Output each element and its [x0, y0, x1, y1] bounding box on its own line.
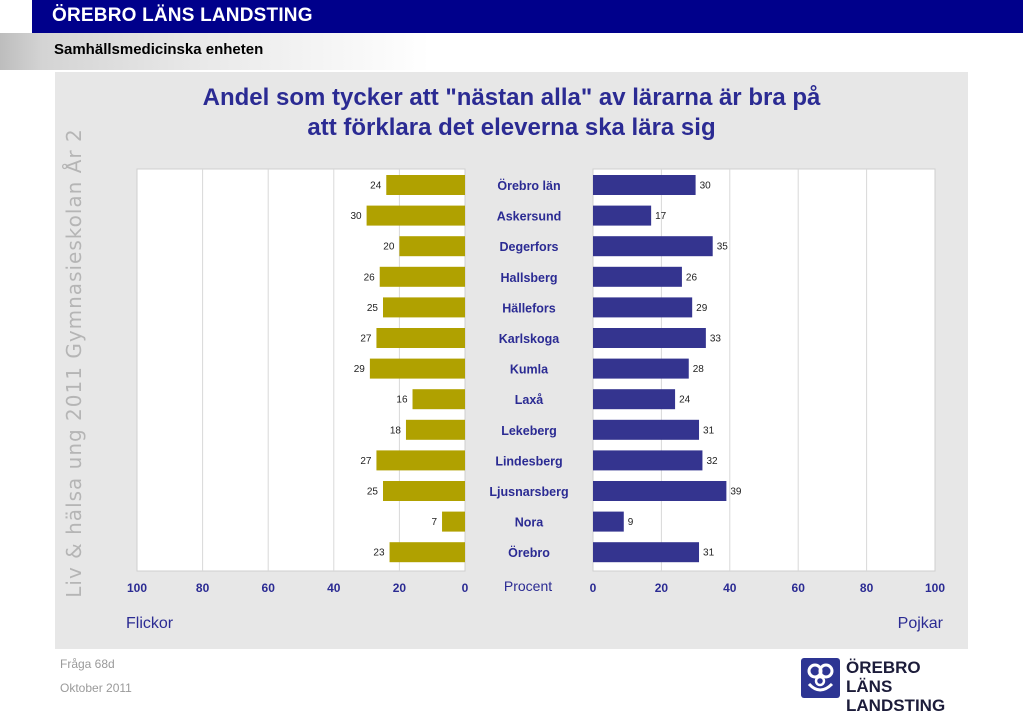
category-label: Hällefors — [502, 301, 556, 315]
logo: ÖREBRO LÄNS LANDSTING — [801, 655, 961, 715]
chart-title: Andel som tycker att "nästan alla" av lä… — [55, 83, 968, 143]
data-label-pojkar: 17 — [655, 211, 667, 222]
bar-flickor — [379, 266, 465, 287]
bar-flickor — [376, 450, 465, 471]
series-label-pojkar: Pojkar — [898, 615, 944, 632]
data-label-pojkar: 26 — [686, 272, 698, 283]
logo-line-1: ÖREBRO LÄNS — [846, 658, 921, 696]
data-label-flickor: 29 — [354, 364, 366, 375]
bar-pojkar — [593, 236, 713, 257]
bar-flickor — [412, 389, 465, 410]
data-label-pojkar: 30 — [700, 181, 712, 192]
logo-text: ÖREBRO LÄNS LANDSTING — [846, 658, 961, 715]
data-label-pojkar: 9 — [628, 517, 634, 528]
chart-title-line-2: att förklara det eleverna ska lära sig — [307, 114, 716, 141]
bar-flickor — [442, 511, 465, 532]
category-label: Ljusnarsberg — [489, 485, 568, 499]
data-label-pojkar: 33 — [710, 334, 722, 345]
bar-pojkar — [593, 389, 676, 410]
question-label: Fråga 68d — [60, 657, 115, 671]
category-label: Lindesberg — [495, 454, 562, 468]
x-axis-label: Procent — [504, 578, 552, 594]
data-label-pojkar: 29 — [696, 303, 708, 314]
right-tick-label: 80 — [860, 581, 874, 595]
category-label: Degerfors — [499, 240, 558, 254]
bar-pojkar — [593, 481, 727, 501]
left-tick-label: 100 — [127, 581, 147, 595]
category-label: Örebro län — [497, 178, 560, 193]
right-tick-label: 0 — [590, 581, 597, 595]
right-tick-label: 40 — [723, 581, 737, 595]
category-label: Lekeberg — [501, 424, 557, 438]
series-label-flickor: Flickor — [126, 615, 174, 632]
bar-pojkar — [593, 358, 689, 379]
sub-header-bar — [0, 33, 430, 70]
bar-pojkar — [593, 175, 696, 195]
left-tick-label: 60 — [262, 581, 276, 595]
bar-flickor — [383, 297, 465, 318]
logo-line-2: LANDSTING — [846, 696, 946, 715]
left-tick-label: 40 — [327, 581, 341, 595]
data-label-flickor: 27 — [360, 334, 372, 345]
data-label-flickor: 25 — [367, 487, 379, 498]
data-label-pojkar: 31 — [703, 425, 715, 436]
data-label-pojkar: 32 — [706, 456, 718, 467]
date-label: Oktober 2011 — [60, 681, 132, 695]
left-tick-label: 20 — [393, 581, 407, 595]
right-tick-label: 20 — [655, 581, 669, 595]
right-tick-label: 100 — [925, 581, 945, 595]
bar-flickor — [389, 542, 465, 563]
header-bar — [0, 0, 1023, 33]
bar-pojkar — [593, 511, 624, 532]
bar-pojkar — [593, 542, 700, 563]
category-label: Hallsberg — [501, 271, 558, 285]
bar-pojkar — [593, 328, 706, 348]
header-corner — [0, 0, 32, 33]
data-label-flickor: 30 — [350, 211, 362, 222]
bar-pojkar — [593, 297, 693, 318]
bar-flickor — [376, 328, 465, 348]
chart-title-line-1: Andel som tycker att "nästan alla" av lä… — [202, 84, 821, 111]
left-tick-label: 80 — [196, 581, 210, 595]
data-label-flickor: 23 — [373, 548, 385, 559]
bar-pojkar — [593, 450, 703, 471]
data-label-pojkar: 28 — [693, 364, 705, 375]
unit-title: Samhällsmedicinska enheten — [54, 41, 264, 58]
category-label: Askersund — [497, 210, 562, 224]
left-tick-label: 0 — [462, 581, 469, 595]
bar-flickor — [405, 419, 465, 440]
category-label: Nora — [515, 516, 545, 530]
bar-pojkar — [593, 205, 652, 226]
data-label-pojkar: 31 — [703, 548, 715, 559]
org-title: ÖREBRO LÄNS LANDSTING — [52, 5, 313, 26]
bar-flickor — [383, 481, 465, 501]
data-label-flickor: 24 — [370, 181, 382, 192]
data-label-flickor: 18 — [390, 425, 402, 436]
data-label-pojkar: 39 — [730, 487, 742, 498]
data-label-flickor: 20 — [383, 242, 395, 253]
logo-icon — [801, 658, 840, 698]
category-label: Laxå — [515, 393, 544, 407]
data-label-flickor: 27 — [360, 456, 372, 467]
bar-flickor — [386, 175, 465, 195]
data-label-pojkar: 35 — [717, 242, 729, 253]
category-label: Kumla — [510, 363, 549, 377]
data-label-flickor: 25 — [367, 303, 379, 314]
category-label: Örebro — [508, 545, 550, 560]
bar-flickor — [366, 205, 465, 226]
category-label: Karlskoga — [499, 332, 560, 346]
right-tick-label: 60 — [792, 581, 806, 595]
bar-flickor — [369, 358, 465, 379]
data-label-flickor: 7 — [431, 517, 437, 528]
bar-pojkar — [593, 266, 682, 287]
bar-pojkar — [593, 419, 700, 440]
bar-flickor — [399, 236, 465, 257]
data-label-pojkar: 24 — [679, 395, 691, 406]
data-label-flickor: 26 — [364, 272, 376, 283]
data-label-flickor: 16 — [396, 395, 408, 406]
